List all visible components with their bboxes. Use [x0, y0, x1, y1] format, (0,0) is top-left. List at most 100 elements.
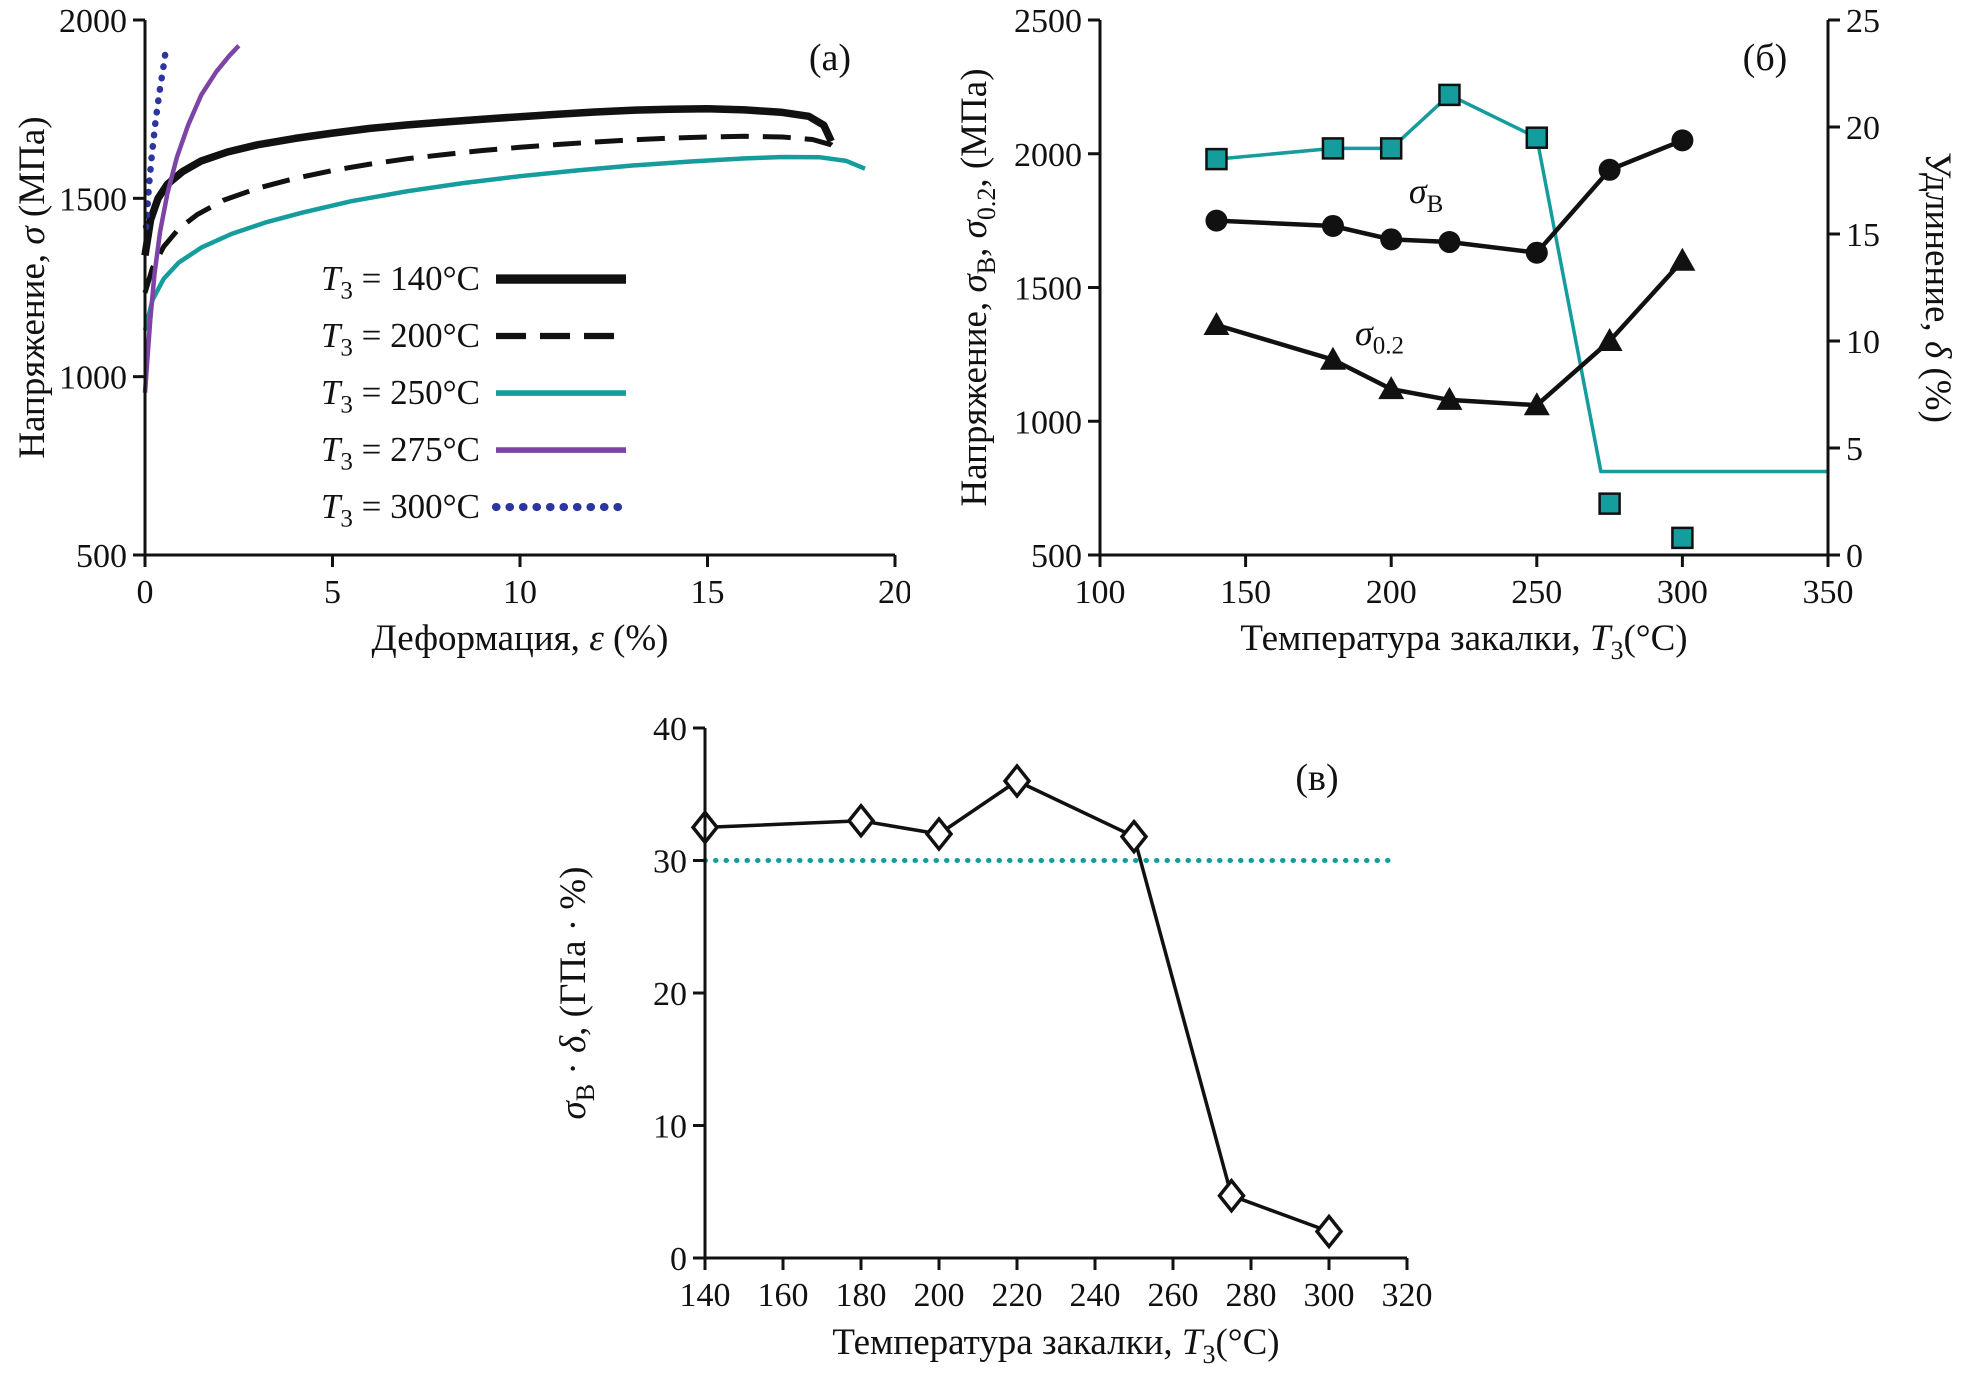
x-tick-label: 200 — [914, 1277, 965, 1314]
y2-tick-label: 0 — [1846, 538, 1863, 575]
x-tick-label: 320 — [1382, 1277, 1433, 1314]
square-marker — [1379, 137, 1403, 160]
panel-label: (а) — [809, 37, 851, 79]
series-T275 — [142, 44, 241, 393]
axis-frame — [703, 728, 1407, 1260]
series-line-T140 — [141, 105, 835, 256]
series-sigma-02 — [1203, 247, 1696, 416]
series-line-sigma-delta — [704, 779, 1330, 1234]
chart-c-svg: 140 160 180 200 220 240 260 280 300 320 0 10 20 30 40 Т… — [553, 711, 1433, 1369]
panel-label: (в) — [1295, 757, 1338, 799]
series-T140 — [141, 105, 835, 256]
x-tick-label: 150 — [1220, 574, 1271, 611]
x-tick-label: 10 — [503, 574, 537, 611]
series-line-T300 — [142, 48, 169, 231]
x-tick-label: 20 — [878, 574, 910, 611]
y-tick-label: 1000 — [59, 360, 127, 397]
y-tick-label: 1500 — [59, 181, 127, 218]
series-sigma-delta — [690, 763, 1344, 1250]
x-tick-label: 280 — [1226, 1277, 1277, 1314]
chart-panel-c: 140 160 180 200 220 240 260 280 300 320 0 10 20 30 40 Т… — [545, 700, 1455, 1370]
series-line-sigma-02 — [1215, 259, 1685, 408]
chart-b-svg: 100 150 200 250 300 350 500 1000 1500 2000 2500 0 5 1… — [954, 3, 1958, 665]
circle-marker — [1205, 209, 1228, 232]
series-line-T200 — [142, 133, 845, 294]
axes: 100 150 200 250 300 350 500 1000 1500 2000 2500 0 5 1… — [1014, 3, 1880, 611]
diamond-marker — [1119, 818, 1149, 855]
y-axis-title: Напряжение, σB, σ0.2, (МПа) — [954, 68, 1001, 506]
triangle-marker — [1203, 311, 1230, 335]
y-axis-title: Напряжение, σ (МПа) — [12, 116, 53, 458]
x-tick-label: 200 — [1366, 574, 1417, 611]
circle-marker — [1525, 241, 1548, 264]
axes: 0 5 10 15 20 500 1000 1500 2000 — [59, 3, 912, 611]
square-marker — [1321, 137, 1345, 160]
legend: T3 = 140°C T3 = 200°C T3 = 250°C T3 = 275°C… — [321, 259, 631, 532]
x-tick-label: 5 — [324, 574, 341, 611]
square-marker — [1205, 147, 1228, 171]
x-tick-label: 100 — [1075, 574, 1126, 611]
y-tick-label: 10 — [653, 1109, 687, 1146]
x-axis-title: Температура закалки, T3(°C) — [832, 1322, 1279, 1369]
x-axis-title: Температура закалки, T3(°C) — [1240, 618, 1687, 665]
series-line-delta-line — [1216, 93, 1828, 474]
diamond-marker — [1217, 1177, 1246, 1214]
series-line-T250 — [142, 154, 866, 331]
triangle-marker — [1378, 376, 1405, 400]
circle-marker — [1380, 228, 1403, 251]
series-T300 — [142, 48, 169, 231]
square-marker — [1438, 83, 1461, 107]
x-tick-label: 300 — [1304, 1277, 1355, 1314]
axis-frame — [143, 20, 895, 557]
axes: 140 160 180 200 220 240 260 280 300 320 0 10 20 30 40 — [653, 711, 1433, 1314]
circle-marker — [1321, 214, 1344, 237]
y-tick-label: 1500 — [1014, 271, 1082, 308]
triangle-marker — [1319, 346, 1346, 370]
y2-tick-label: 20 — [1846, 110, 1880, 147]
y-tick-label: 500 — [76, 538, 127, 575]
circle-marker — [1671, 129, 1694, 152]
chart-panel-b: 100 150 200 250 300 350 500 1000 1500 2000 2500 0 5 1… — [950, 3, 1960, 670]
x-tick-label: 300 — [1657, 574, 1708, 611]
x-tick-label: 0 — [137, 574, 154, 611]
x-axis-title: Деформация, ε (%) — [372, 618, 669, 659]
sigma-02-label: σ0.2 — [1355, 313, 1404, 360]
series-line-T275 — [142, 44, 241, 393]
triangle-marker — [1596, 328, 1623, 351]
diamond-marker — [846, 802, 876, 839]
y2-tick-label: 5 — [1846, 431, 1863, 468]
legend-label-T140: T3 = 140°C — [321, 259, 480, 304]
y2-axis-title: Удлинение, δ (%) — [1917, 152, 1958, 423]
chart-a-svg: 0 5 10 15 20 500 1000 1500 2000 Деформация, ε (%)… — [12, 3, 912, 659]
diamond-marker — [1002, 763, 1032, 799]
chart-panel-a: 0 5 10 15 20 500 1000 1500 2000 Деформация, ε (%)… — [10, 3, 912, 670]
x-tick-label: 350 — [1803, 574, 1854, 611]
y-tick-label: 40 — [653, 711, 687, 748]
series-delta-markers — [1205, 83, 1694, 550]
y-axis-title: σB · δ, (ГПа · %) — [553, 867, 600, 1120]
square-marker — [1525, 126, 1549, 149]
x-tick-label: 240 — [1070, 1277, 1121, 1314]
x-tick-label: 140 — [680, 1277, 731, 1314]
x-tick-label: 160 — [758, 1277, 809, 1314]
y-tick-label: 2000 — [1014, 137, 1082, 174]
triangle-marker — [1436, 386, 1463, 410]
y-tick-label: 500 — [1031, 538, 1082, 575]
panel-label: (б) — [1743, 37, 1788, 79]
y2-tick-label: 15 — [1846, 217, 1880, 254]
sigma-b-label: σB — [1409, 171, 1443, 218]
circle-marker — [1598, 158, 1621, 181]
series-sigma-b — [1205, 129, 1694, 264]
x-tick-label: 15 — [691, 574, 725, 611]
diamond-marker — [924, 816, 954, 852]
diamond-marker — [1314, 1213, 1344, 1250]
x-tick-label: 220 — [992, 1277, 1043, 1314]
square-marker — [1598, 492, 1621, 515]
triangle-marker — [1523, 392, 1550, 416]
series-delta-line — [1216, 93, 1828, 474]
legend-label-T275: T3 = 275°C — [321, 430, 480, 475]
series-T200 — [142, 133, 845, 294]
y-tick-label: 30 — [653, 844, 687, 881]
circle-marker — [1438, 231, 1461, 254]
y2-tick-label: 25 — [1846, 5, 1880, 40]
